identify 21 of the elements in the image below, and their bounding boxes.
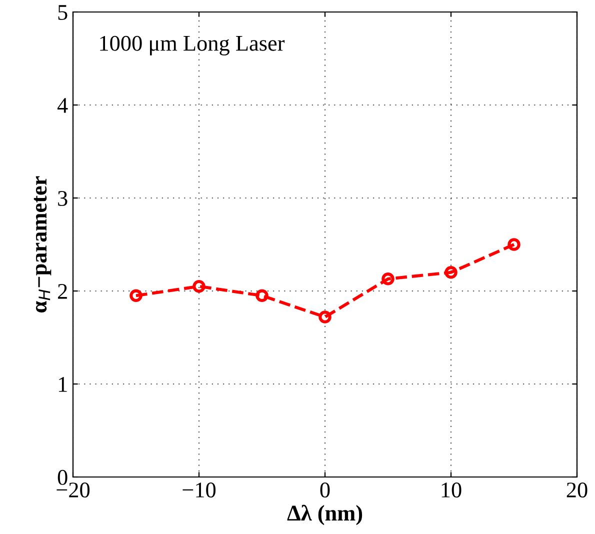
y-tick-label: 1 bbox=[58, 377, 67, 392]
x-tick-label: −20 bbox=[56, 482, 90, 498]
point bbox=[318, 310, 332, 324]
x-tick-label: 20 bbox=[566, 482, 588, 498]
point bbox=[382, 272, 394, 286]
x-tick-label: 0 bbox=[320, 482, 330, 498]
y-tick-label: 4 bbox=[57, 98, 68, 113]
point bbox=[192, 280, 206, 293]
y-tick-label: 5 bbox=[58, 5, 68, 20]
y-axis-title: α$_{H}$−parameter bbox=[34, 176, 52, 312]
point bbox=[444, 266, 458, 279]
point bbox=[508, 238, 520, 251]
y-tick-label: 0 bbox=[58, 470, 68, 485]
point bbox=[256, 289, 268, 302]
x-tick-label: −10 bbox=[182, 482, 216, 498]
y-tick-label: 3 bbox=[58, 190, 68, 206]
x-tick-label: 10 bbox=[442, 482, 462, 498]
y-tick-label: 2 bbox=[58, 284, 67, 299]
annotation: 1000 μm Long Laser bbox=[100, 36, 285, 56]
x-axis-title: Δλ (nm) bbox=[287, 504, 362, 526]
point bbox=[130, 289, 142, 302]
